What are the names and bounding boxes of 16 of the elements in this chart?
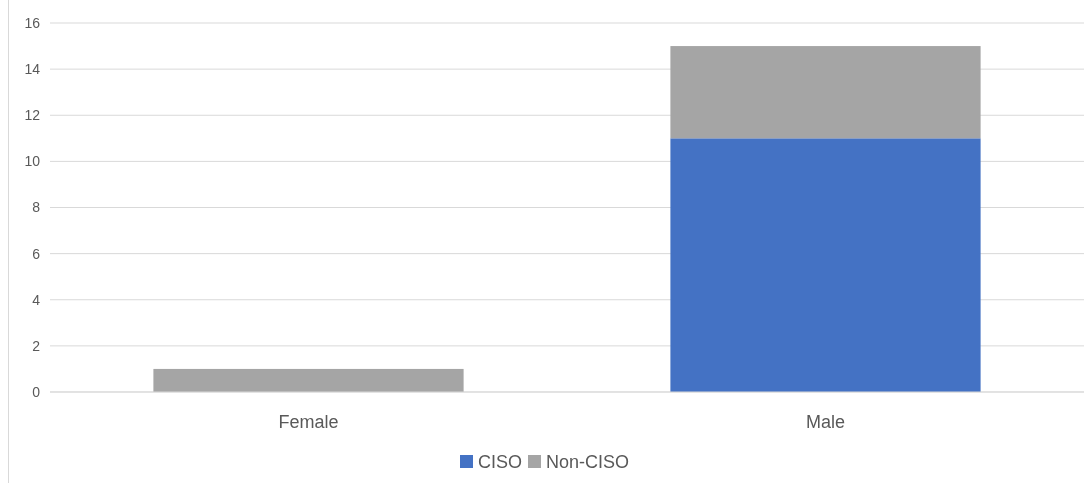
y-tick-label: 6 — [32, 245, 41, 262]
x-tick-label: Female — [278, 412, 339, 432]
y-tick-label: 10 — [24, 153, 41, 170]
y-tick-label: 12 — [24, 107, 41, 124]
x-tick-label: Male — [805, 412, 846, 432]
legend-label: CISO — [478, 452, 523, 473]
bar — [670, 46, 981, 139]
legend-label: Non-CISO — [546, 452, 630, 473]
y-tick-label: 4 — [32, 291, 41, 308]
y-tick-label: 0 — [32, 383, 41, 400]
y-tick-label: 2 — [32, 337, 41, 354]
y-tick-label: 8 — [32, 199, 41, 216]
bar — [153, 368, 464, 392]
y-tick-label: 16 — [24, 14, 41, 31]
y-tick-label: 14 — [24, 61, 41, 78]
bar — [670, 138, 981, 392]
